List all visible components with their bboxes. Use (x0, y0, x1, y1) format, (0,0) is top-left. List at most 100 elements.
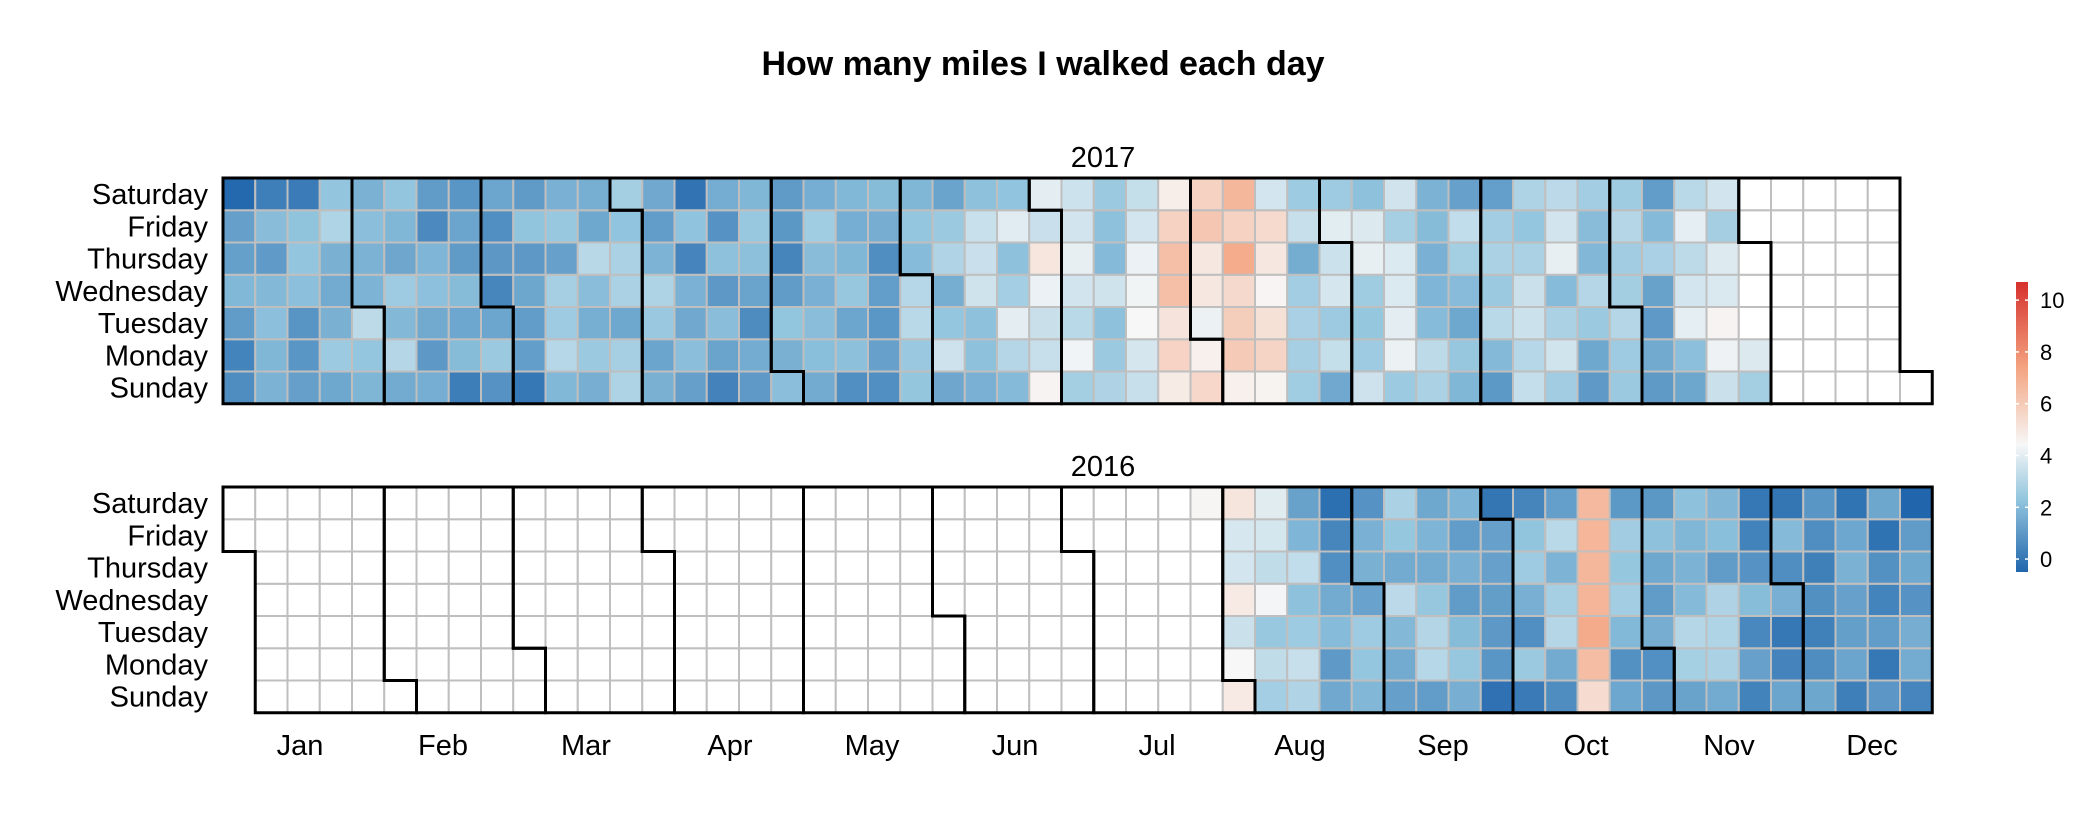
day-cell (1770, 241, 1805, 276)
day-cell (770, 273, 805, 308)
day-cell (963, 370, 998, 405)
day-cell (1576, 486, 1611, 521)
legend-tick-label: 10 (2040, 288, 2064, 313)
day-cell (1641, 582, 1676, 617)
day-cell (254, 241, 289, 276)
day-cell (931, 518, 966, 553)
day-cell (1189, 679, 1224, 714)
day-cell (1673, 518, 1708, 553)
day-cell (1221, 273, 1256, 308)
day-cell (383, 679, 418, 714)
day-cell (1092, 370, 1127, 405)
day-cell (1608, 306, 1643, 341)
day-cell (1512, 370, 1547, 405)
day-cell (480, 647, 515, 682)
day-cell (480, 177, 515, 212)
day-cell (1350, 209, 1385, 244)
day-cell (673, 370, 708, 405)
day-label-tuesday-2017: Tuesday (98, 308, 209, 340)
day-cell (1028, 273, 1063, 308)
day-cell (1350, 370, 1385, 405)
day-cell (899, 370, 934, 405)
day-cell (1028, 209, 1063, 244)
day-cell (1576, 177, 1611, 212)
day-cell (383, 177, 418, 212)
day-cell (1673, 550, 1708, 585)
day-cell (1544, 273, 1579, 308)
day-cell (1254, 241, 1289, 276)
day-cell (1318, 209, 1353, 244)
day-cell (1189, 370, 1224, 405)
day-cell (1060, 518, 1095, 553)
day-cell (1286, 582, 1321, 617)
day-cell (1705, 370, 1740, 405)
day-cell (1286, 209, 1321, 244)
day-cell (673, 209, 708, 244)
month-label-apr: Apr (707, 730, 752, 762)
day-cell (996, 550, 1031, 585)
day-cell (673, 679, 708, 714)
day-cell (996, 679, 1031, 714)
month-axis: Jan Feb Mar Apr May Jun Jul Aug Sep Oct Nov Dec (277, 730, 1898, 762)
day-cell (1028, 550, 1063, 585)
day-cell (705, 486, 740, 521)
day-cell (996, 486, 1031, 521)
day-cell (641, 647, 676, 682)
day-cell (1189, 338, 1224, 373)
day-cell (1899, 370, 1934, 405)
day-cell (286, 177, 321, 212)
day-cell (1705, 582, 1740, 617)
day-cell (1641, 615, 1676, 650)
day-cell (1673, 647, 1708, 682)
day-cell (1028, 370, 1063, 405)
day-cell (1899, 647, 1934, 682)
day-cell (1770, 647, 1805, 682)
day-cell (770, 338, 805, 373)
day-cell (1254, 486, 1289, 521)
day-cell (1576, 338, 1611, 373)
day-label-thursday-2016: Thursday (87, 553, 208, 585)
day-cell (254, 615, 289, 650)
day-cell (318, 370, 353, 405)
day-cell (770, 582, 805, 617)
day-cell (641, 518, 676, 553)
day-cell (1092, 177, 1127, 212)
day-cell (383, 518, 418, 553)
day-cell (673, 273, 708, 308)
day-cell (1673, 338, 1708, 373)
day-cell (802, 679, 837, 714)
day-cell (1125, 209, 1160, 244)
day-cell (415, 338, 450, 373)
day-cell (609, 306, 644, 341)
day-cell (899, 550, 934, 585)
day-cell (318, 241, 353, 276)
day-cell (1512, 177, 1547, 212)
day-cell (222, 306, 257, 341)
day-cell (415, 550, 450, 585)
day-cell (415, 177, 450, 212)
day-cell (1415, 306, 1450, 341)
day-cell (1125, 582, 1160, 617)
day-cell (1415, 241, 1450, 276)
day-cell (1608, 209, 1643, 244)
day-cell (544, 582, 579, 617)
day-cell (1318, 615, 1353, 650)
day-cell (1479, 615, 1514, 650)
day-cell (254, 209, 289, 244)
day-cell (1479, 209, 1514, 244)
day-cell (480, 209, 515, 244)
day-cell (1705, 273, 1740, 308)
day-cell (480, 306, 515, 341)
day-cell (1092, 550, 1127, 585)
day-cell (480, 370, 515, 405)
day-cell (286, 306, 321, 341)
day-cell (996, 177, 1031, 212)
day-cell (1512, 615, 1547, 650)
day-cell (415, 518, 450, 553)
day-cell (544, 615, 579, 650)
day-label-friday-2016: Friday (127, 520, 208, 552)
day-cell (1899, 486, 1934, 521)
day-cell (1673, 615, 1708, 650)
day-cell (544, 209, 579, 244)
day-cell (1512, 306, 1547, 341)
